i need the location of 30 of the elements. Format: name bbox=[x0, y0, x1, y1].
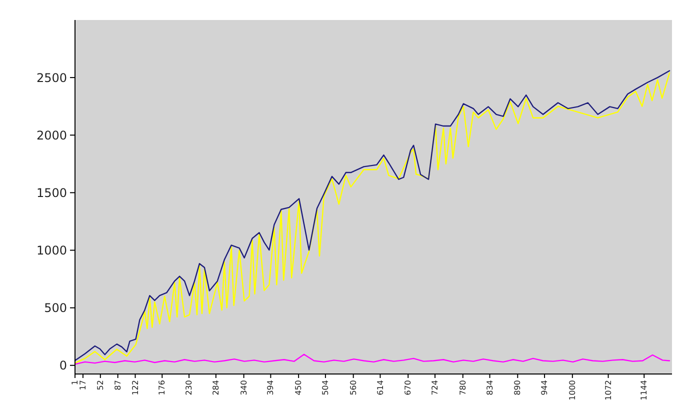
x-tick-label: 944 bbox=[540, 380, 550, 396]
x-tick-label: 560 bbox=[348, 380, 358, 396]
x-tick-label: 724 bbox=[430, 380, 440, 396]
y-tick-label: 2000 bbox=[36, 128, 67, 142]
line-series bbox=[74, 354, 670, 365]
x-tick-label: 670 bbox=[404, 380, 413, 396]
x-tick-label: 890 bbox=[513, 380, 522, 396]
x-tick-label: 87 bbox=[113, 380, 122, 390]
x-tick-label: 1072 bbox=[604, 380, 613, 400]
x-tick-label: 504 bbox=[321, 380, 330, 396]
x-tick-label: 122 bbox=[130, 380, 140, 396]
y-tick-label: 0 bbox=[59, 358, 67, 373]
x-tick-label: 614 bbox=[376, 380, 385, 396]
x-tick-label: 17 bbox=[78, 380, 88, 390]
y-tick-label: 500 bbox=[44, 301, 67, 316]
x-tick-label: 834 bbox=[485, 380, 494, 396]
x-tick-label: 1 bbox=[70, 380, 80, 386]
x-tick-label: 1144 bbox=[640, 380, 649, 400]
x-tick-label: 176 bbox=[158, 380, 167, 396]
x-tick-label: 52 bbox=[96, 380, 105, 390]
x-tick-label: 1000 bbox=[568, 380, 577, 400]
y-tick-label: 1500 bbox=[36, 186, 67, 200]
y-tick-label: 1000 bbox=[36, 243, 67, 258]
x-tick-label: 284 bbox=[211, 380, 220, 396]
x-tick-label: 780 bbox=[458, 380, 468, 396]
x-tick-label: 450 bbox=[294, 380, 304, 396]
x-tick-label: 394 bbox=[266, 380, 276, 396]
y-tick-label: 2500 bbox=[36, 70, 67, 85]
x-tick-label: 340 bbox=[239, 380, 248, 396]
x-tick-label: 230 bbox=[184, 380, 194, 396]
